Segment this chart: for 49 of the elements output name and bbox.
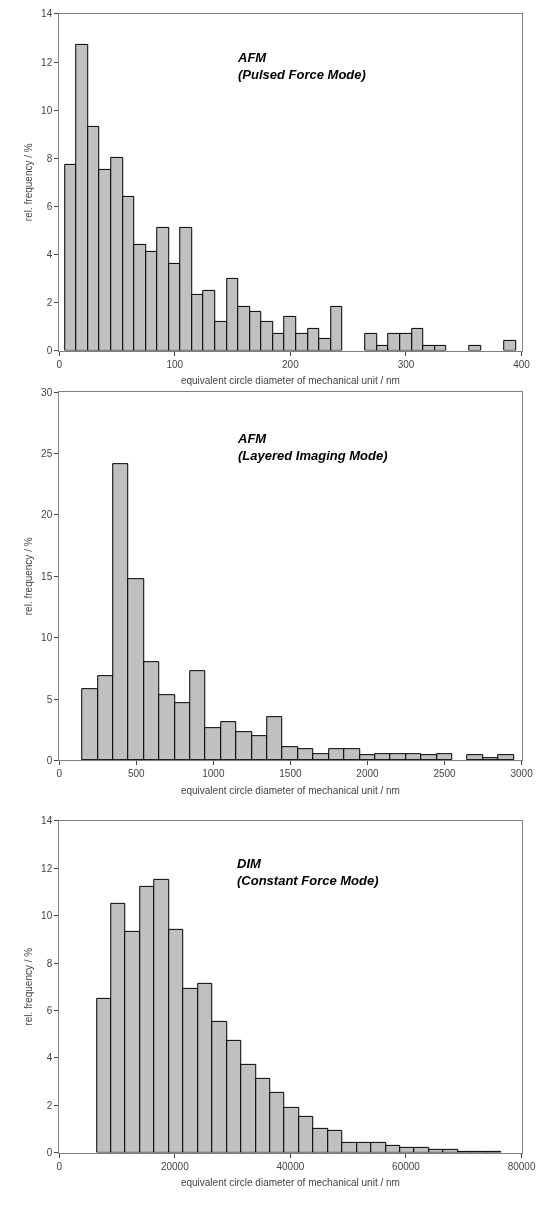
x-tick-label: 60000: [392, 1160, 421, 1172]
x-tick-label: 1000: [202, 768, 225, 780]
y-tick-label: 8: [46, 957, 53, 969]
x-tick-label: 0: [56, 1160, 63, 1172]
x-axis-title: equivalent circle diameter of mechanical unit / nm: [180, 1177, 400, 1189]
y-tick-label: 2: [46, 296, 53, 308]
x-tick-label: 100: [166, 358, 184, 370]
y-axis-title: rel. frequency / %: [23, 947, 35, 1026]
x-tick-label: 200: [282, 358, 300, 370]
x-tick-label: 300: [397, 358, 415, 370]
x-tick-label: 20000: [160, 1160, 190, 1172]
y-tick-label: 14: [41, 8, 53, 20]
y-tick-label: 15: [41, 570, 53, 582]
y-tick-label: 0: [46, 1147, 53, 1159]
y-tick-label: 0: [46, 345, 53, 357]
y-tick-label: 12: [41, 862, 53, 874]
y-tick-label: 4: [46, 248, 53, 260]
x-tick-label: 500: [127, 768, 146, 780]
y-axis-title: rel. frequency / %: [23, 537, 35, 616]
x-tick-label: 2000: [356, 768, 380, 780]
y-tick-label: 6: [46, 1004, 53, 1016]
x-axis-title: equivalent circle diameter of mechanical unit / nm: [180, 375, 400, 387]
annotation: AFM (Pulsed Force Mode): [237, 50, 366, 82]
y-tick-label: 14: [41, 815, 53, 827]
x-tick-label: 2500: [433, 768, 457, 780]
y-tick-label: 2: [46, 1099, 53, 1111]
annotation: DIM (Constant Force Mode): [237, 856, 379, 888]
y-axis-title: rel. frequency / %: [23, 143, 35, 222]
y-tick-label: 30: [41, 386, 53, 398]
x-tick-label: 80000: [507, 1160, 536, 1172]
x-tick-label: 0: [56, 768, 63, 780]
y-tick-label: 4: [46, 1052, 53, 1064]
x-tick-label: 40000: [276, 1160, 305, 1172]
y-tick-label: 10: [41, 632, 53, 644]
x-axis-title: equivalent circle diameter of mechanical unit / nm: [180, 784, 400, 796]
y-tick-label: 6: [46, 200, 53, 212]
y-tick-label: 12: [41, 56, 53, 68]
y-tick-label: 10: [41, 104, 53, 116]
y-tick-label: 25: [41, 448, 53, 460]
x-tick-label: 3000: [510, 768, 534, 780]
x-tick-label: 0: [56, 358, 63, 370]
y-tick-label: 8: [46, 152, 53, 164]
y-tick-label: 0: [46, 754, 53, 766]
y-tick-label: 5: [46, 693, 53, 705]
x-tick-label: 1500: [279, 768, 302, 780]
annotation: AFM (Layered Imaging Mode): [237, 431, 388, 463]
x-tick-label: 400: [513, 358, 531, 370]
y-tick-label: 20: [41, 509, 53, 521]
y-tick-label: 10: [41, 910, 53, 922]
